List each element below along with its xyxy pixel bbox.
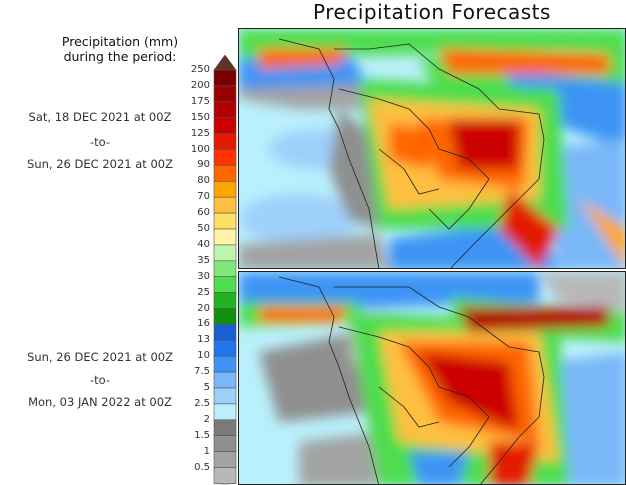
legend-heading-line1: Precipitation (mm) [61, 34, 179, 49]
colorbar-band [213, 165, 237, 182]
legend-heading: Precipitation (mm) during the period: [20, 34, 220, 64]
colorbar-band [213, 244, 237, 262]
coastline-borders [278, 276, 545, 484]
colorbar-tick-label: 70 [197, 191, 210, 203]
colorbar-band [213, 467, 237, 484]
colorbar-band [213, 451, 237, 468]
colorbar-tick-label: 50 [197, 223, 210, 234]
period2-separator: -to- [89, 373, 111, 387]
colorbar-band [213, 324, 237, 341]
colorbar [213, 55, 237, 485]
colorbar-band [213, 212, 237, 230]
colorbar-over-triangle [213, 55, 237, 71]
period1-separator: -to- [89, 135, 111, 149]
colorbar-band [213, 276, 237, 293]
colorbar-band [213, 339, 237, 357]
legend-heading-line2: during the period: [63, 49, 177, 64]
colorbar-tick-label: 2 [203, 413, 210, 425]
map-panel-period1 [238, 28, 626, 269]
colorbar-tick-label: 1.5 [194, 429, 210, 441]
colorbar-tick-label: 25 [197, 286, 210, 298]
colorbar-tick-label: 200 [190, 79, 210, 91]
colorbar-tick-label: 1 [203, 445, 210, 457]
colorbar-band [213, 101, 237, 118]
colorbar-tick-label: 40 [197, 238, 210, 250]
period2-start: Sun, 26 DEC 2021 at 00Z [27, 350, 173, 364]
colorbar-band [213, 117, 237, 134]
colorbar-band [213, 403, 237, 421]
colorbar-band [213, 69, 237, 87]
colorbar-band [213, 355, 237, 373]
colorbar-band [213, 371, 237, 389]
colorbar-tick-label: 30 [197, 270, 210, 282]
colorbar-band [213, 435, 237, 452]
map-panel-period2 [238, 271, 626, 485]
colorbar-tick-label: 175 [190, 95, 210, 107]
colorbar-tick-label: 7.5 [194, 366, 210, 378]
colorbar-tick-label: 13 [197, 334, 210, 346]
colorbar-tick-label: 10 [197, 350, 210, 362]
colorbar-band [213, 308, 237, 325]
colorbar-tick-label: 35 [197, 254, 210, 266]
period1-start: Sat, 18 DEC 2021 at 00Z [28, 110, 172, 124]
colorbar-tick-label: 20 [197, 302, 210, 314]
colorbar-band [213, 196, 237, 214]
colorbar-tick-label: 5 [203, 382, 210, 393]
precipitation-map-1 [239, 29, 625, 268]
colorbar-tick-label: 2.5 [194, 397, 210, 409]
period2-end: Mon, 03 JAN 2022 at 00Z [28, 395, 172, 409]
colorbar-band [213, 387, 237, 405]
colorbar-tick-label: 90 [197, 159, 210, 171]
colorbar-tick-label: 150 [190, 111, 210, 123]
colorbar-band [213, 85, 237, 103]
colorbar-tick-label: 250 [190, 64, 210, 75]
colorbar-tick-label: 125 [190, 127, 210, 139]
colorbar-tick-label: 80 [197, 175, 210, 187]
colorbar-tick-label: 100 [190, 143, 210, 155]
chart-title: Precipitation Forecasts [313, 0, 551, 24]
colorbar-tick-label: 16 [197, 318, 210, 330]
colorbar-tick-label: 0.5 [194, 461, 210, 473]
colorbar-band [213, 149, 237, 166]
colorbar-band [213, 181, 237, 198]
colorbar-band [213, 228, 237, 246]
colorbar-band [213, 292, 237, 309]
colorbar-tick-label: 60 [197, 207, 210, 219]
period1-end: Sun, 26 DEC 2021 at 00Z [27, 157, 173, 171]
precipitation-map-2 [239, 272, 625, 484]
colorbar-band [213, 133, 237, 150]
coastline-borders [278, 38, 545, 268]
colorbar-under-triangle [213, 483, 237, 485]
colorbar-band [213, 419, 237, 436]
colorbar-band [213, 260, 237, 278]
